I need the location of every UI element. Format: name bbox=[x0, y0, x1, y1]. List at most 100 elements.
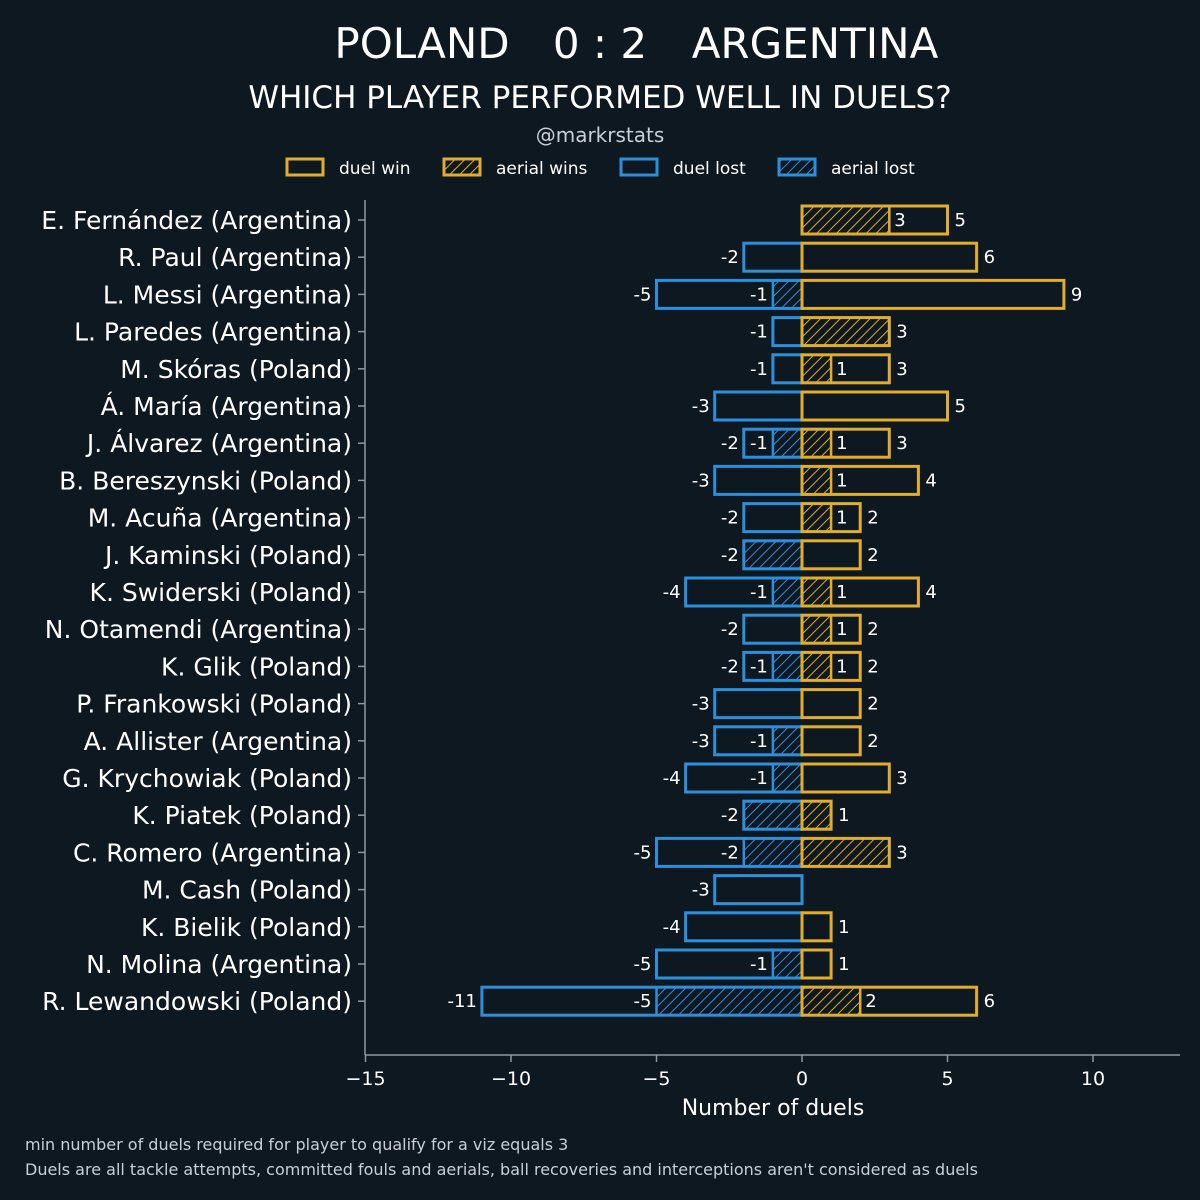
duel-lost-label: -2 bbox=[721, 508, 739, 529]
x-tick-label: 5 bbox=[941, 1068, 953, 1090]
player-label: E. Fernández (Argentina) bbox=[41, 206, 352, 235]
aerial-win-label: 3 bbox=[894, 210, 905, 231]
duel-win-label: 2 bbox=[867, 694, 878, 715]
legend-label-duel-win: duel win bbox=[339, 159, 411, 179]
aerial-lost-label: -1 bbox=[750, 582, 768, 603]
duel-win-bar bbox=[800, 464, 920, 496]
aerial-lost-bar bbox=[771, 948, 804, 980]
x-tick-label: −15 bbox=[345, 1068, 385, 1090]
player-label: R. Lewandowski (Poland) bbox=[42, 987, 352, 1016]
aerial-lost-label: -1 bbox=[750, 656, 768, 677]
duel-lost-label: -4 bbox=[663, 917, 681, 938]
player-row: J. Kaminski (Poland) 2 -2 bbox=[103, 539, 879, 571]
aerial-win-label: 2 bbox=[865, 991, 876, 1012]
aerial-lost-bar bbox=[771, 762, 804, 794]
duel-win-bar bbox=[800, 650, 862, 682]
aerial-win-label: 1 bbox=[836, 359, 847, 380]
player-label: M. Skóras (Poland) bbox=[120, 355, 352, 384]
duel-lost-label: -5 bbox=[634, 284, 652, 305]
aerial-win-bar bbox=[800, 427, 833, 459]
duel-win-label: 2 bbox=[867, 656, 878, 677]
duel-win-bar bbox=[800, 799, 833, 831]
duel-win-bar bbox=[800, 688, 862, 720]
player-row: P. Frankowski (Poland) 2 -3 bbox=[76, 688, 879, 720]
duel-win-bar bbox=[800, 539, 862, 571]
duel-win-label: 1 bbox=[838, 917, 849, 938]
duel-lost-label: -3 bbox=[692, 470, 710, 491]
duel-lost-label: -2 bbox=[721, 805, 739, 826]
aerial-lost-bar bbox=[771, 651, 804, 682]
duel-win-bar bbox=[800, 948, 833, 980]
player-label: P. Frankowski (Poland) bbox=[76, 690, 352, 719]
x-tick-label: 10 bbox=[1081, 1068, 1105, 1090]
aerial-lost-label: -1 bbox=[750, 954, 768, 975]
aerial-lost-bar bbox=[771, 427, 804, 459]
aerial-win-label: 1 bbox=[836, 433, 847, 454]
x-axis-title: Number of duels bbox=[682, 1096, 865, 1121]
player-label: M. Cash (Poland) bbox=[142, 876, 352, 905]
aerial-lost-bar bbox=[655, 985, 804, 1017]
aerial-win-label: 1 bbox=[836, 470, 847, 491]
x-tick-label: −10 bbox=[491, 1068, 531, 1090]
away-team-title: ARGENTINA bbox=[692, 19, 939, 68]
aerial-lost-label: -5 bbox=[634, 991, 652, 1012]
duel-win-bar bbox=[800, 278, 1066, 310]
aerial-win-bar bbox=[800, 799, 833, 831]
aerial-win-bar bbox=[800, 465, 833, 496]
x-tick-label: 0 bbox=[796, 1068, 808, 1090]
duel-win-bar bbox=[800, 576, 920, 608]
player-row: K. Glik (Poland) 21 -2 -1 bbox=[161, 650, 879, 682]
duel-lost-label: -3 bbox=[692, 396, 710, 417]
aerial-lost-bar bbox=[771, 725, 804, 757]
duel-win-label: 4 bbox=[925, 582, 936, 603]
duel-lost-bar bbox=[742, 502, 804, 534]
duel-lost-bar bbox=[713, 688, 804, 720]
legend: duel win aerial wins duel lost aerial lo… bbox=[285, 157, 915, 179]
player-row: A. Allister (Argentina) 2 -3 -1 bbox=[84, 725, 879, 757]
duel-lost-label: -3 bbox=[692, 731, 710, 752]
legend-label-aerial-wins: aerial wins bbox=[496, 159, 588, 179]
player-label: A. Allister (Argentina) bbox=[84, 727, 352, 756]
aerial-lost-label: -1 bbox=[750, 768, 768, 789]
player-row: L. Messi (Argentina) 9 -5 -1 bbox=[103, 278, 1082, 310]
axes: −15 −10 −5 0 5 10 bbox=[345, 200, 1180, 1090]
duel-lost-label: -1 bbox=[750, 359, 768, 380]
player-row: C. Romero (Argentina) 3 -5 -2 bbox=[73, 836, 908, 868]
aerial-win-label: 1 bbox=[836, 582, 847, 603]
aerial-win-label: 1 bbox=[836, 656, 847, 677]
duel-win-bar bbox=[800, 390, 949, 422]
player-row: G. Krychowiak (Poland) 3 -4 -1 bbox=[62, 762, 908, 794]
credit-handle: @markrstats bbox=[536, 123, 665, 147]
duel-win-label: 5 bbox=[955, 210, 966, 231]
duel-win-bar bbox=[800, 725, 862, 757]
footnote-min-duels: min number of duels required for player … bbox=[25, 1135, 568, 1154]
player-row: Á. María (Argentina) 5 -3 bbox=[101, 390, 966, 422]
duel-win-label: 5 bbox=[955, 396, 966, 417]
duel-win-bar bbox=[800, 241, 979, 273]
player-row: K. Swiderski (Poland) 4 1 -4 -1 bbox=[90, 576, 937, 608]
footnote-duel-definition: Duels are all tackle attempts, committed… bbox=[25, 1160, 978, 1179]
duel-win-label: 6 bbox=[984, 247, 995, 268]
player-row: N. Molina (Argentina) 1 -5 -1 bbox=[86, 948, 850, 980]
duel-win-label: 2 bbox=[867, 619, 878, 640]
player-row: K. Bielik (Poland) 1 -4 bbox=[141, 911, 850, 943]
duel-lost-label: -5 bbox=[634, 842, 652, 863]
aerial-lost-label: -1 bbox=[750, 433, 768, 454]
player-row: M. Cash (Poland) -3 bbox=[142, 874, 804, 906]
aerial-win-bar bbox=[800, 316, 891, 347]
duel-win-label: 3 bbox=[896, 322, 907, 343]
player-label: J. Álvarez (Argentina) bbox=[85, 429, 352, 458]
duel-lost-bar bbox=[713, 390, 804, 422]
duel-win-label: 4 bbox=[925, 470, 936, 491]
duel-win-label: 3 bbox=[896, 842, 907, 863]
player-label: N. Otamendi (Argentina) bbox=[45, 615, 352, 644]
player-label: L. Messi (Argentina) bbox=[103, 280, 352, 309]
duel-win-bar bbox=[800, 316, 891, 348]
aerial-win-bar bbox=[800, 613, 833, 645]
aerial-win-bar bbox=[800, 204, 891, 236]
duel-lost-label: -3 bbox=[692, 694, 710, 715]
plot-area: E. Fernández (Argentina) 5 3 R. Paul (Argen… bbox=[41, 204, 1082, 1017]
player-row: B. Bereszynski (Poland) 4 1 -3 bbox=[59, 464, 937, 496]
duel-win-label: 9 bbox=[1071, 284, 1082, 305]
player-row: M. Skóras (Poland) 3 1 -1 bbox=[120, 353, 908, 385]
